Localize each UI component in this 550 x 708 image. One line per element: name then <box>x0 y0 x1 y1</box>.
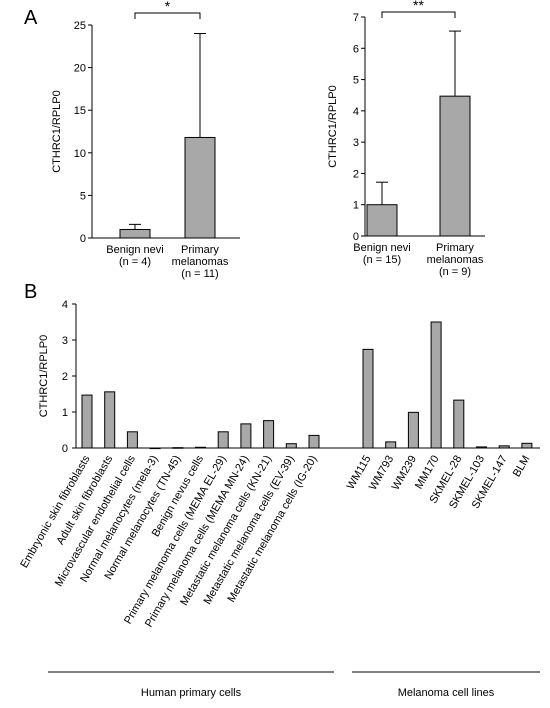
chart-a2-y-tick-label: 7 <box>353 12 359 24</box>
chart-a2-category-label: (n = 9) <box>439 266 471 278</box>
chart-a2-y-tick-label: 2 <box>353 168 359 180</box>
chart-a2-y-tick-label: 5 <box>353 75 359 87</box>
chart-a1-bar <box>119 228 151 239</box>
chart-b-bar <box>195 446 206 449</box>
chart-a2-y-tick-label: 1 <box>353 200 359 212</box>
chart-a1-y-tick-label: 10 <box>74 148 86 160</box>
chart-b-bar <box>453 399 465 449</box>
chart-b-bar <box>263 420 275 449</box>
chart-b-group-label: Human primary cells <box>141 687 242 699</box>
chart-a2-y-tick-label: 0 <box>353 231 359 243</box>
chart-b-bar <box>104 391 116 449</box>
chart-b-bar <box>240 423 252 449</box>
chart-b-bar <box>407 411 419 449</box>
chart-a1-category-label: Primary <box>181 244 219 256</box>
chart-a2-y-tick-label: 3 <box>353 137 359 149</box>
chart-b-bar <box>149 447 161 450</box>
chart-a2-y-tick-label: 4 <box>353 106 359 118</box>
panel-b-label: B <box>24 281 37 303</box>
chart-b-bar <box>285 443 297 449</box>
chart-a2-chart: 0 1 2 3 4 5 6 7 CTHRC1/RPLP0 Benign nevi(n = 15) P… <box>327 0 485 278</box>
chart-b-y-tick-label: 0 <box>62 443 68 455</box>
chart-a1-y-tick-label: 15 <box>74 105 86 117</box>
chart-b-bar <box>217 431 229 449</box>
chart-a1-significance-label: * <box>165 0 171 14</box>
chart-a1-significance-bracket <box>134 12 201 19</box>
chart-a2-category-label: (n = 15) <box>363 254 401 266</box>
chart-a1-category-label: melanomas <box>172 256 229 268</box>
panel-a-label: A <box>24 7 38 29</box>
chart-a1-y-tick-label: 5 <box>80 190 86 202</box>
chart-a1-bar <box>184 136 216 239</box>
chart-a1-y-tick-label: 25 <box>74 20 86 32</box>
chart-b-bar <box>362 348 374 449</box>
chart-a1-y-tick-label: 0 <box>80 233 86 245</box>
chart-b-y-axis-label: CTHRC1/RPLP0 <box>38 335 50 418</box>
chart-b-bar <box>308 434 320 449</box>
chart-a2-significance-bracket <box>381 11 456 18</box>
chart-b-y-tick-label: 3 <box>62 335 68 347</box>
chart-b-bar <box>498 445 510 449</box>
chart-a2-category-label: Benign nevi <box>353 242 411 254</box>
chart-a1-chart: 0 5 10 15 20 25 CTHRC1/RPLP0 Benign nevi(n = 4)… <box>51 0 240 280</box>
chart-a1-category-label: (n = 11) <box>181 268 218 280</box>
chart-a1-category-label: Benign nevi <box>106 244 164 256</box>
chart-a2-y-tick-label: 6 <box>353 43 359 55</box>
chart-a2-category-label: Primary <box>436 242 474 254</box>
chart-b-group-label: Melanoma cell lines <box>398 687 495 699</box>
chart-a2-bar <box>439 95 471 237</box>
chart-a1-category-label: (n = 4) <box>119 256 151 268</box>
chart-b-bar <box>172 447 184 449</box>
chart-b-y-tick-label: 4 <box>62 299 68 311</box>
chart-a1-y-tick-label: 20 <box>74 63 86 75</box>
chart-b-bar <box>126 431 138 449</box>
chart-b-bar <box>385 441 397 449</box>
chart-b-category-label: BLM <box>511 454 533 480</box>
chart-b-bar <box>476 446 487 449</box>
chart-b-bar <box>430 321 442 449</box>
chart-b-y-tick-label: 2 <box>62 371 68 383</box>
chart-b-bar <box>81 394 93 449</box>
chart-b-y-tick-label: 1 <box>62 407 68 419</box>
chart-a2-y-axis-label: CTHRC1/RPLP0 <box>327 85 339 168</box>
chart-a1-y-axis-label: CTHRC1/RPLP0 <box>51 90 63 173</box>
chart-a2-significance-label: ** <box>413 0 424 13</box>
chart-a2-bar <box>366 204 398 237</box>
chart-a2-category-label: melanomas <box>427 254 484 266</box>
chart-b-bar <box>521 442 533 449</box>
